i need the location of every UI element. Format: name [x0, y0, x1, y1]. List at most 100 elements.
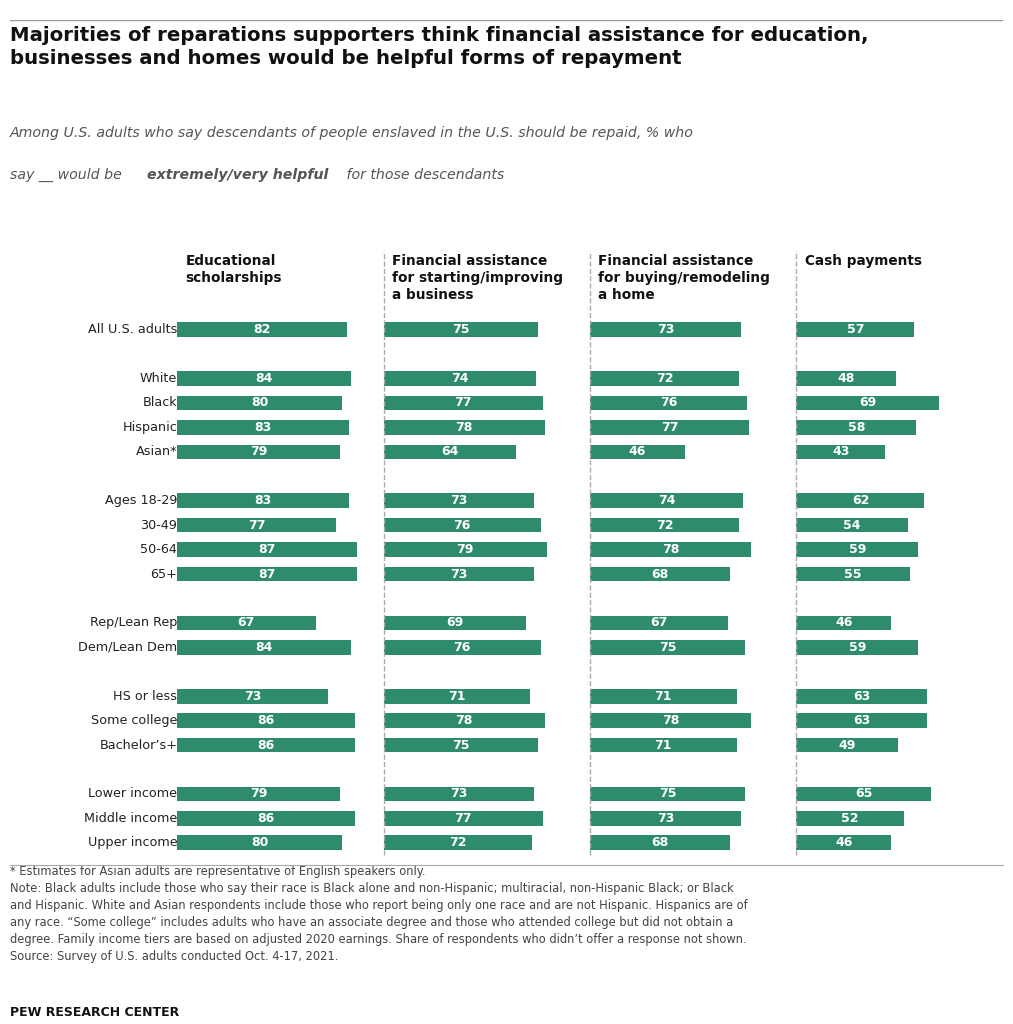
Text: Bachelor’s+: Bachelor’s+: [99, 738, 177, 752]
Text: 77: 77: [455, 396, 472, 410]
Text: 46: 46: [836, 616, 853, 630]
Bar: [177, 420, 348, 435]
Text: 79: 79: [250, 445, 267, 459]
Text: 73: 73: [244, 690, 261, 702]
Bar: [590, 444, 685, 459]
Bar: [796, 811, 904, 825]
Text: * Estimates for Asian adults are representative of English speakers only.
Note: : * Estimates for Asian adults are represe…: [10, 865, 748, 964]
Bar: [177, 323, 346, 337]
Text: 78: 78: [456, 421, 473, 434]
Bar: [796, 444, 885, 459]
Text: 79: 79: [457, 543, 474, 556]
Text: 83: 83: [254, 421, 271, 434]
Text: Middle income: Middle income: [84, 812, 177, 825]
Bar: [796, 566, 910, 582]
Bar: [796, 543, 918, 557]
Text: Dem/Lean Dem: Dem/Lean Dem: [78, 641, 177, 654]
Bar: [384, 615, 526, 630]
Bar: [384, 518, 541, 532]
Bar: [384, 689, 530, 703]
Text: 74: 74: [657, 495, 676, 507]
Bar: [177, 615, 316, 630]
Text: say __ would be: say __ would be: [10, 168, 127, 182]
Text: Lower income: Lower income: [88, 787, 177, 801]
Bar: [796, 737, 898, 753]
Text: Some college: Some college: [91, 714, 177, 727]
Text: 58: 58: [848, 421, 865, 434]
Bar: [590, 714, 751, 728]
Bar: [796, 689, 927, 703]
Bar: [796, 786, 931, 801]
Text: Financial assistance
for starting/improving
a business: Financial assistance for starting/improv…: [392, 254, 563, 302]
Text: Financial assistance
for buying/remodeling
a home: Financial assistance for buying/remodeli…: [599, 254, 770, 302]
Bar: [796, 494, 925, 508]
Text: Educational
scholarships: Educational scholarships: [185, 254, 282, 285]
Bar: [384, 372, 537, 386]
Text: 65+: 65+: [150, 567, 177, 581]
Text: 71: 71: [654, 738, 672, 752]
Text: 77: 77: [248, 518, 265, 531]
Bar: [177, 543, 357, 557]
Bar: [590, 420, 749, 435]
Bar: [384, 836, 532, 850]
Text: 73: 73: [451, 567, 468, 581]
Bar: [177, 372, 350, 386]
Bar: [384, 640, 541, 654]
Bar: [590, 640, 745, 654]
Bar: [384, 323, 539, 337]
Text: 48: 48: [838, 372, 855, 385]
Text: Ages 18-29: Ages 18-29: [105, 495, 177, 507]
Bar: [384, 494, 534, 508]
Text: 74: 74: [451, 372, 469, 385]
Text: 73: 73: [656, 324, 674, 336]
Text: Cash payments: Cash payments: [804, 254, 922, 268]
Text: 73: 73: [451, 787, 468, 801]
Text: 57: 57: [847, 324, 864, 336]
Bar: [177, 714, 355, 728]
Bar: [384, 714, 545, 728]
Text: 65: 65: [855, 787, 872, 801]
Bar: [384, 786, 534, 801]
Text: 63: 63: [853, 690, 870, 702]
Bar: [590, 566, 730, 582]
Bar: [177, 737, 355, 753]
Text: Black: Black: [143, 396, 177, 410]
Text: 49: 49: [839, 738, 856, 752]
Bar: [590, 395, 747, 411]
Text: 76: 76: [454, 518, 471, 531]
Bar: [177, 836, 342, 850]
Bar: [796, 714, 927, 728]
Text: 80: 80: [251, 837, 268, 849]
Text: 59: 59: [849, 641, 866, 654]
Text: 46: 46: [629, 445, 646, 459]
Bar: [590, 786, 745, 801]
Text: 76: 76: [454, 641, 471, 654]
Text: 84: 84: [255, 641, 272, 654]
Bar: [384, 444, 516, 459]
Text: 30-49: 30-49: [141, 518, 177, 531]
Text: 63: 63: [853, 714, 870, 727]
Bar: [796, 615, 891, 630]
Bar: [177, 518, 336, 532]
Text: 67: 67: [238, 616, 255, 630]
Text: 59: 59: [849, 543, 866, 556]
Text: 73: 73: [656, 812, 674, 825]
Bar: [177, 689, 328, 703]
Bar: [590, 689, 736, 703]
Bar: [590, 372, 738, 386]
Text: 77: 77: [660, 421, 679, 434]
Text: 75: 75: [658, 787, 677, 801]
Text: 87: 87: [258, 567, 276, 581]
Text: 80: 80: [251, 396, 268, 410]
Bar: [796, 640, 918, 654]
Text: extremely/very helpful: extremely/very helpful: [147, 168, 328, 182]
Bar: [796, 323, 914, 337]
Text: 78: 78: [456, 714, 473, 727]
Text: 62: 62: [852, 495, 869, 507]
Text: Among U.S. adults who say descendants of people enslaved in the U.S. should be r: Among U.S. adults who say descendants of…: [10, 126, 694, 139]
Bar: [796, 420, 916, 435]
Bar: [177, 811, 355, 825]
Text: 71: 71: [654, 690, 672, 702]
Bar: [384, 395, 543, 411]
Text: 55: 55: [845, 567, 862, 581]
